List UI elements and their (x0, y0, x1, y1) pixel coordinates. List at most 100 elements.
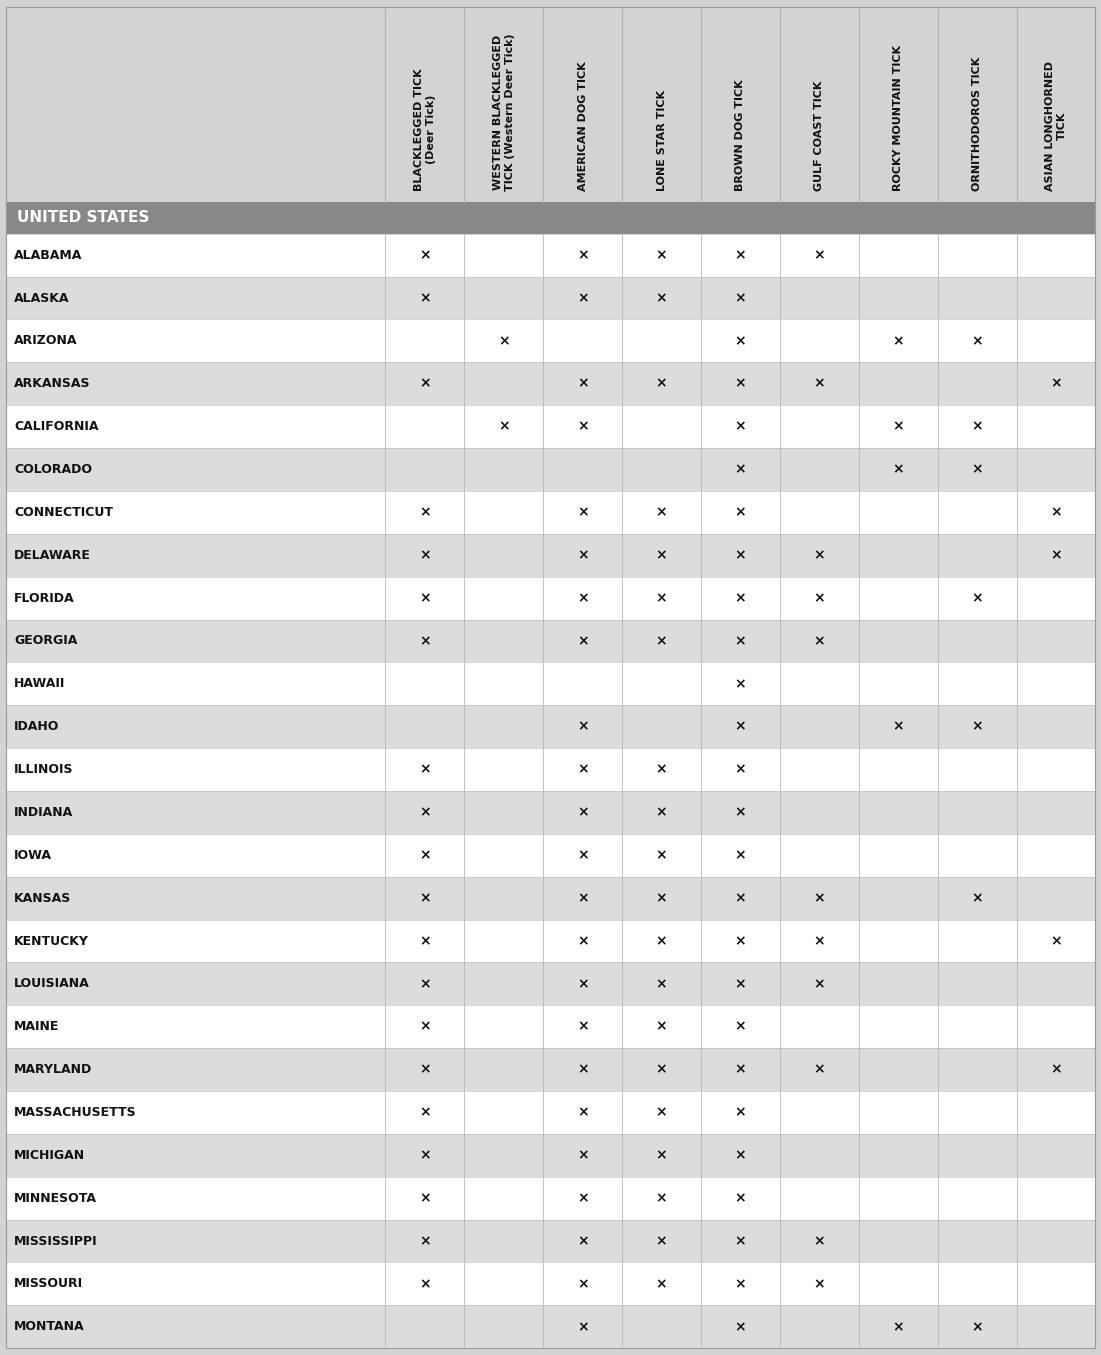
Bar (6, 1176, 1095, 1220)
Text: ×: × (814, 1276, 825, 1291)
Text: ×: × (419, 549, 430, 562)
Text: ×: × (577, 763, 588, 776)
Text: ×: × (419, 848, 430, 862)
Text: BLACKLEGGED TICK
(Deer Tick): BLACKLEGGED TICK (Deer Tick) (414, 69, 436, 191)
Text: ×: × (577, 634, 588, 648)
Text: UNITED STATES: UNITED STATES (17, 210, 149, 225)
Text: BROWN DOG TICK: BROWN DOG TICK (735, 80, 745, 191)
Text: ×: × (814, 1062, 825, 1077)
Text: ×: × (814, 934, 825, 948)
Text: ×: × (734, 420, 746, 434)
Text: ×: × (734, 763, 746, 776)
Text: ×: × (971, 720, 983, 733)
Text: ×: × (577, 291, 588, 305)
Bar (6, 1305, 1095, 1348)
Text: ×: × (1050, 505, 1061, 519)
Text: ×: × (498, 333, 510, 348)
Text: ×: × (419, 248, 430, 262)
Text: ×: × (971, 462, 983, 477)
Bar (6, 320, 1095, 362)
Bar (6, 1049, 1095, 1091)
Text: ×: × (734, 591, 746, 606)
Text: ×: × (419, 591, 430, 606)
Text: ×: × (577, 420, 588, 434)
Text: ×: × (419, 1276, 430, 1291)
Text: ×: × (734, 1106, 746, 1119)
Text: ×: × (419, 1234, 430, 1248)
Text: IOWA: IOWA (14, 848, 53, 862)
Text: MONTANA: MONTANA (14, 1320, 85, 1333)
Text: ×: × (734, 720, 746, 733)
Text: AMERICAN DOG TICK: AMERICAN DOG TICK (578, 61, 588, 191)
Text: LONE STAR TICK: LONE STAR TICK (656, 89, 666, 191)
Text: ×: × (577, 591, 588, 606)
Text: ×: × (656, 934, 667, 948)
Text: ×: × (577, 1234, 588, 1248)
Text: ×: × (577, 549, 588, 562)
Text: ×: × (734, 805, 746, 820)
Text: MICHIGAN: MICHIGAN (14, 1149, 86, 1161)
Text: ×: × (814, 892, 825, 905)
Text: ×: × (814, 549, 825, 562)
Text: ×: × (734, 1234, 746, 1248)
Text: ×: × (971, 420, 983, 434)
Bar (6, 962, 1095, 1005)
Text: ×: × (577, 1106, 588, 1119)
Text: FLORIDA: FLORIDA (14, 592, 75, 604)
Text: ×: × (419, 934, 430, 948)
Text: KANSAS: KANSAS (14, 892, 72, 905)
Text: ×: × (893, 462, 904, 477)
Text: ×: × (893, 720, 904, 733)
Bar (6, 202, 1095, 233)
Text: ×: × (893, 1320, 904, 1333)
Text: ×: × (577, 934, 588, 948)
Text: ×: × (419, 1020, 430, 1034)
Text: ×: × (419, 291, 430, 305)
Text: HAWAII: HAWAII (14, 678, 66, 690)
Text: CONNECTICUT: CONNECTICUT (14, 505, 113, 519)
Bar (6, 276, 1095, 320)
Text: ×: × (419, 805, 430, 820)
Text: ×: × (734, 934, 746, 948)
Text: ×: × (577, 977, 588, 991)
Text: ×: × (814, 377, 825, 390)
Text: ×: × (419, 977, 430, 991)
Text: ×: × (734, 291, 746, 305)
Text: ×: × (734, 1320, 746, 1333)
Text: KENTUCKY: KENTUCKY (14, 935, 89, 947)
Text: ×: × (814, 977, 825, 991)
Text: ×: × (734, 1148, 746, 1163)
Text: ×: × (419, 892, 430, 905)
Text: ×: × (814, 248, 825, 262)
Bar (6, 705, 1095, 748)
Text: ×: × (577, 377, 588, 390)
Text: ×: × (656, 505, 667, 519)
Text: ×: × (656, 1148, 667, 1163)
Bar (6, 1220, 1095, 1263)
Text: ×: × (734, 676, 746, 691)
Text: ×: × (734, 634, 746, 648)
Text: ×: × (893, 420, 904, 434)
Text: ×: × (656, 591, 667, 606)
Text: ×: × (577, 1320, 588, 1333)
Text: ×: × (971, 591, 983, 606)
Bar (6, 449, 1095, 491)
Text: ALASKA: ALASKA (14, 291, 69, 305)
Bar (6, 1134, 1095, 1176)
Text: DELAWARE: DELAWARE (14, 549, 91, 562)
Bar (6, 920, 1095, 962)
Bar (6, 491, 1095, 534)
Bar (6, 748, 1095, 791)
Text: ×: × (734, 462, 746, 477)
Text: ×: × (577, 1148, 588, 1163)
Text: ×: × (734, 333, 746, 348)
Bar (6, 833, 1095, 877)
Text: ×: × (419, 1191, 430, 1205)
Text: ×: × (734, 977, 746, 991)
Text: MARYLAND: MARYLAND (14, 1064, 92, 1076)
Text: ×: × (814, 634, 825, 648)
Text: MISSOURI: MISSOURI (14, 1278, 84, 1290)
Text: ARIZONA: ARIZONA (14, 335, 78, 347)
Bar (6, 619, 1095, 663)
Text: ×: × (971, 333, 983, 348)
